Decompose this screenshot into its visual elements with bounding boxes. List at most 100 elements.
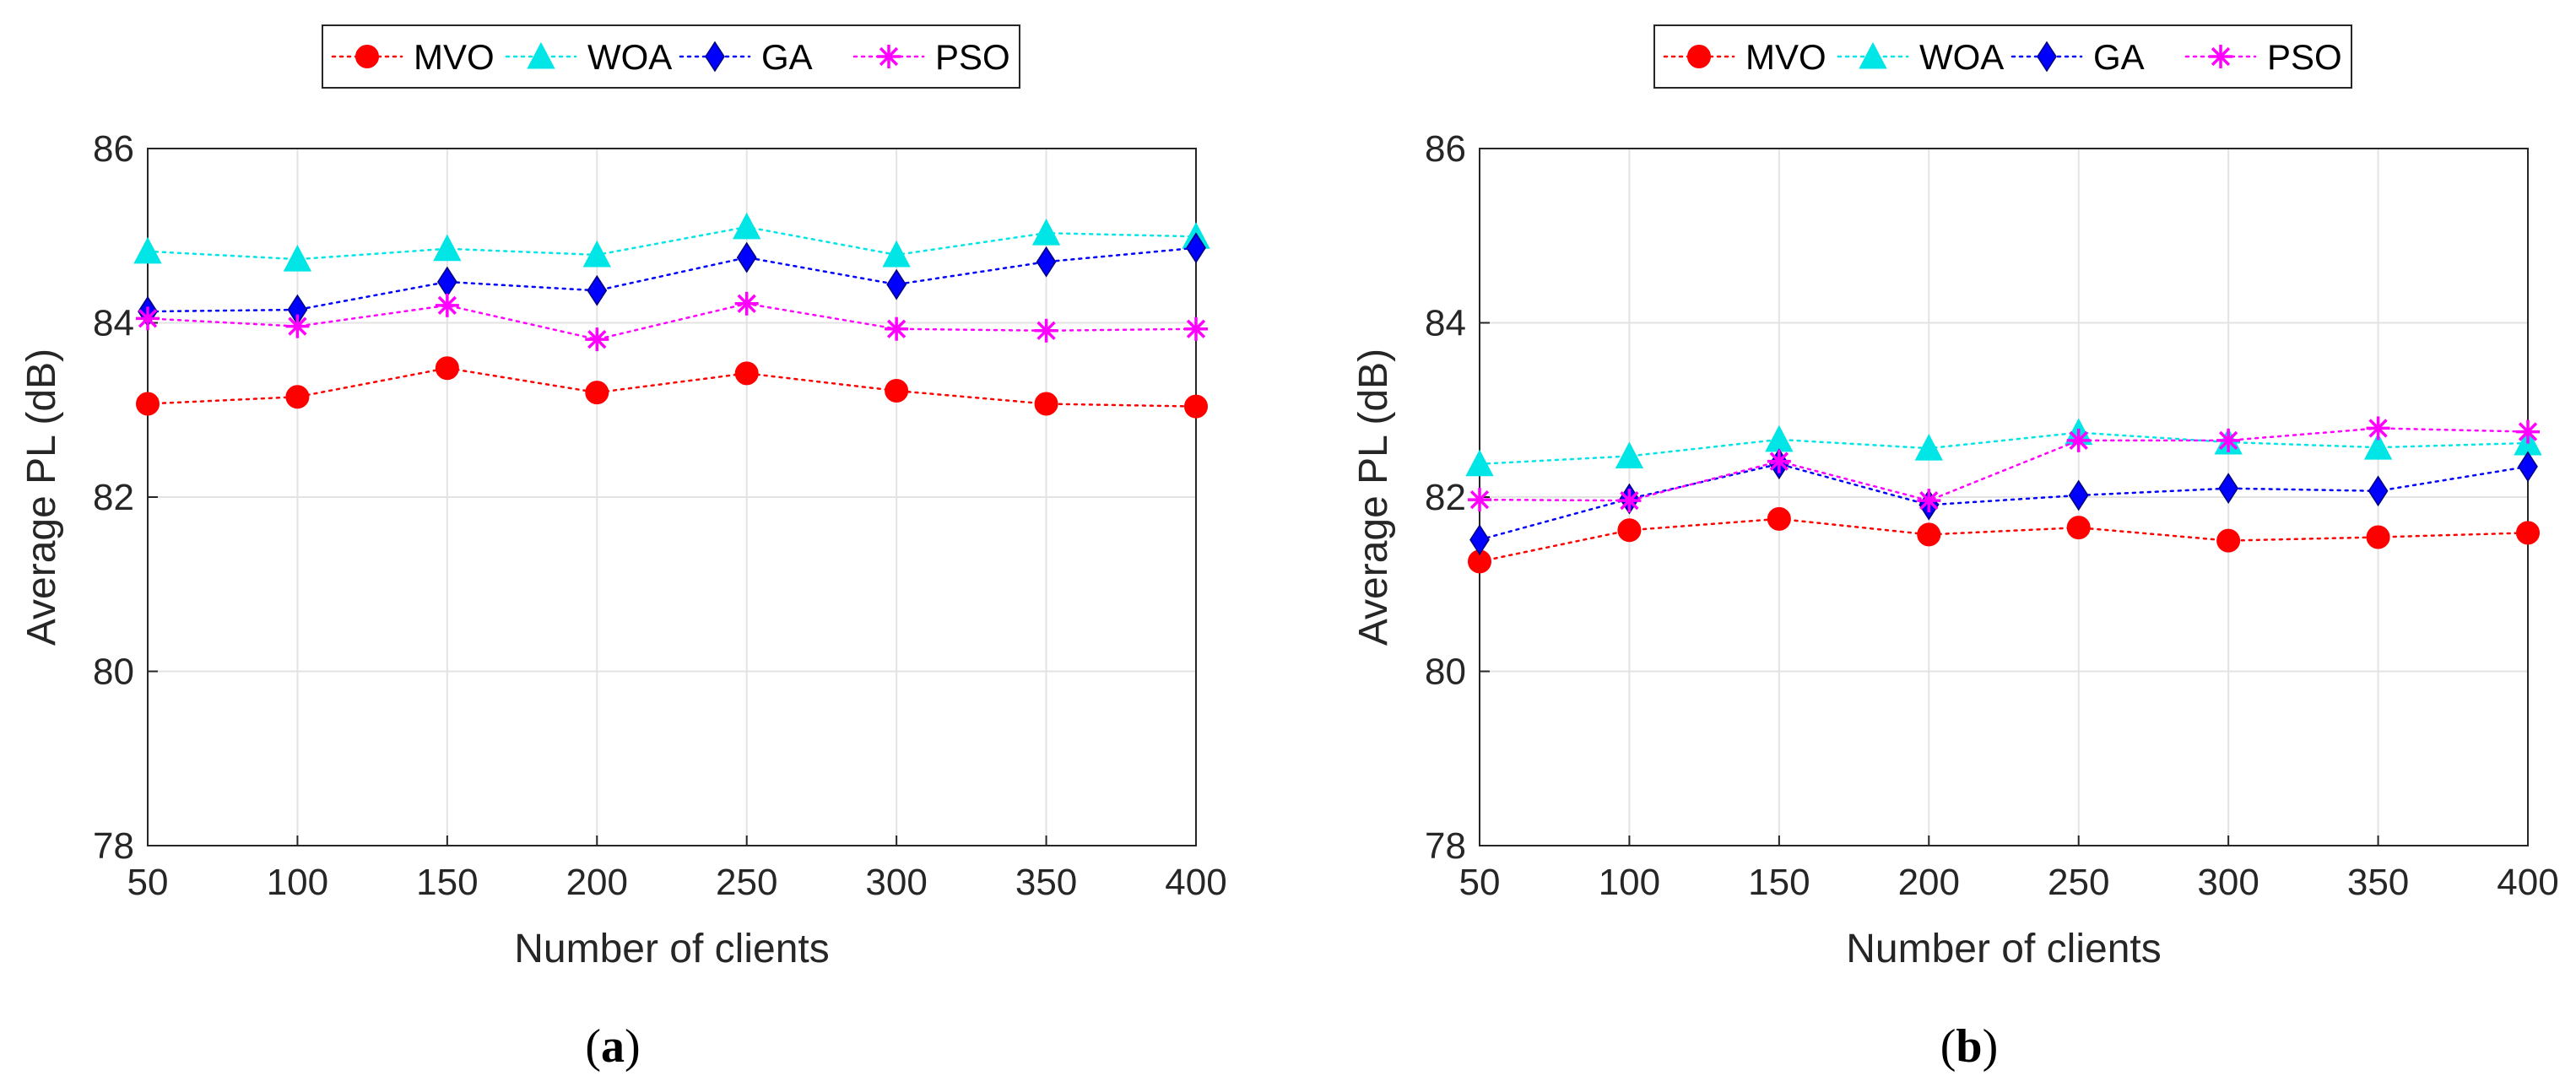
y-tick-label: 78: [93, 825, 134, 867]
legend-marker: [2209, 45, 2232, 68]
data-point-ga: [2518, 451, 2538, 483]
legend-marker-stroke-3: [879, 46, 899, 67]
data-point-mvo: [285, 385, 310, 409]
data-point-mvo: [1917, 522, 1941, 547]
data-point-woa: [133, 236, 162, 264]
data-point-pso-stroke-3: [887, 319, 906, 338]
x-tick-label: 200: [566, 862, 628, 903]
x-tick-label: 150: [416, 862, 478, 903]
legend-item-woa: WOA: [1837, 37, 2004, 77]
data-point-ga: [587, 274, 608, 306]
series-pso: [1468, 416, 2540, 513]
y-tick-label: 82: [93, 477, 134, 518]
x-tick-label: 100: [267, 862, 328, 903]
data-point-pso: [1184, 316, 1208, 341]
legend-item-pso: PSO: [2184, 37, 2342, 77]
data-point-mvo: [136, 392, 160, 416]
data-point-mvo: [1184, 394, 1208, 419]
x-tick-label: 400: [2497, 862, 2558, 903]
data-point-pso: [2366, 416, 2390, 441]
chart-panel-b: 50 100 150 200 250 300 350 400 78 80 82 84 86 Number …: [1351, 24, 2559, 1073]
data-point-pso: [585, 327, 609, 352]
data-point-pso-stroke-3: [138, 309, 158, 328]
x-tick-label: 250: [2048, 862, 2109, 903]
data-point-ga: [2368, 475, 2389, 507]
x-tick-label: 350: [1015, 862, 1077, 903]
data-point-mvo: [2516, 521, 2540, 545]
data-point-pso-stroke-3: [1469, 489, 1490, 510]
data-point-mvo: [1617, 518, 1642, 543]
data-point-pso-stroke-3: [1036, 321, 1056, 340]
legend-item-mvo: MVO: [331, 37, 495, 77]
x-tick-label: 50: [1459, 862, 1501, 903]
data-point-pso-stroke-3: [1186, 319, 1206, 338]
data-point-pso: [1767, 449, 1791, 473]
legend-marker: [355, 45, 379, 68]
series-line-pso: [1478, 427, 2530, 502]
data-point-woa: [882, 240, 911, 268]
data-point-pso: [1468, 488, 1491, 512]
tick-labels: 50 100 150 200 250 300 350 400 78 80 82 84 86: [93, 128, 1227, 903]
y-tick-label: 80: [1425, 652, 1466, 693]
data-point-ga: [1469, 524, 1490, 555]
data-point-mvo: [885, 379, 909, 403]
panel-caption: (b): [1940, 1020, 1998, 1073]
legend-label-mvo: MVO: [414, 37, 495, 77]
data-point-mvo: [2216, 528, 2241, 553]
data-point-pso-stroke-3: [2069, 430, 2088, 451]
data-point-woa: [1465, 449, 1494, 477]
data-point-pso-stroke-3: [1769, 452, 1789, 471]
legend-marker: [527, 41, 555, 69]
legend-box: [1653, 24, 2352, 89]
caption-close-paren: ): [625, 1020, 641, 1073]
caption-letter: a: [601, 1020, 625, 1073]
y-tick-label: 84: [93, 303, 134, 344]
legend-label-ga: GA: [761, 37, 813, 77]
series-pso: [136, 291, 1208, 352]
y-tick-label: 86: [1425, 128, 1466, 170]
caption-letter: b: [1956, 1020, 1982, 1073]
x-tick-label: 300: [865, 862, 927, 903]
legend-label-woa: WOA: [587, 37, 672, 77]
data-point-ga: [2068, 479, 2089, 511]
caption-open-paren: (: [1940, 1020, 1956, 1073]
legend-marker: [877, 45, 901, 68]
legend-label-pso: PSO: [935, 37, 1010, 77]
data-point-pso: [136, 306, 160, 331]
data-point-pso: [885, 316, 909, 341]
series-line-ga: [146, 246, 1198, 313]
data-point-pso: [2066, 428, 2091, 452]
data-point-pso-stroke-3: [587, 329, 607, 349]
legend-item-pso: PSO: [852, 37, 1010, 77]
data-point-pso-stroke-3: [737, 294, 756, 313]
series-line-woa: [146, 225, 1198, 261]
data-point-woa: [733, 212, 761, 240]
panel-caption: (a): [585, 1020, 640, 1073]
x-tick-label: 300: [2197, 862, 2259, 903]
data-point-pso-stroke-3: [2219, 430, 2238, 451]
data-point-woa: [1031, 219, 1061, 246]
data-point-mvo: [1034, 392, 1058, 416]
data-point-woa: [1914, 434, 1943, 461]
series-mvo: [136, 356, 1208, 419]
series-line-mvo: [1478, 517, 2530, 563]
data-point-woa: [283, 244, 312, 272]
legend-marker: [705, 41, 725, 73]
y-tick-label: 86: [93, 128, 134, 170]
legend-marker: [2037, 41, 2057, 73]
data-point-mvo: [2066, 516, 2091, 540]
chart-panel-a: 50 100 150 200 250 300 350 400 78 80 82 84 86 Number …: [19, 24, 1227, 1073]
data-point-pso: [2516, 419, 2540, 444]
data-point-mvo: [2366, 525, 2390, 549]
legend-label-mvo: MVO: [1745, 37, 1826, 77]
data-point-pso-stroke-3: [1919, 490, 1939, 511]
legend: MVO WOA GA PSO: [322, 24, 1020, 89]
legend-marker-stroke-3: [2211, 46, 2231, 67]
data-point-ga: [886, 268, 907, 300]
x-tick-label: 400: [1165, 862, 1226, 903]
legend-marker: [1687, 45, 1711, 68]
data-point-woa: [433, 234, 462, 262]
data-point-ga: [2218, 473, 2239, 505]
x-tick-label: 150: [1748, 862, 1810, 903]
x-axis-label: Number of clients: [1846, 927, 2161, 971]
